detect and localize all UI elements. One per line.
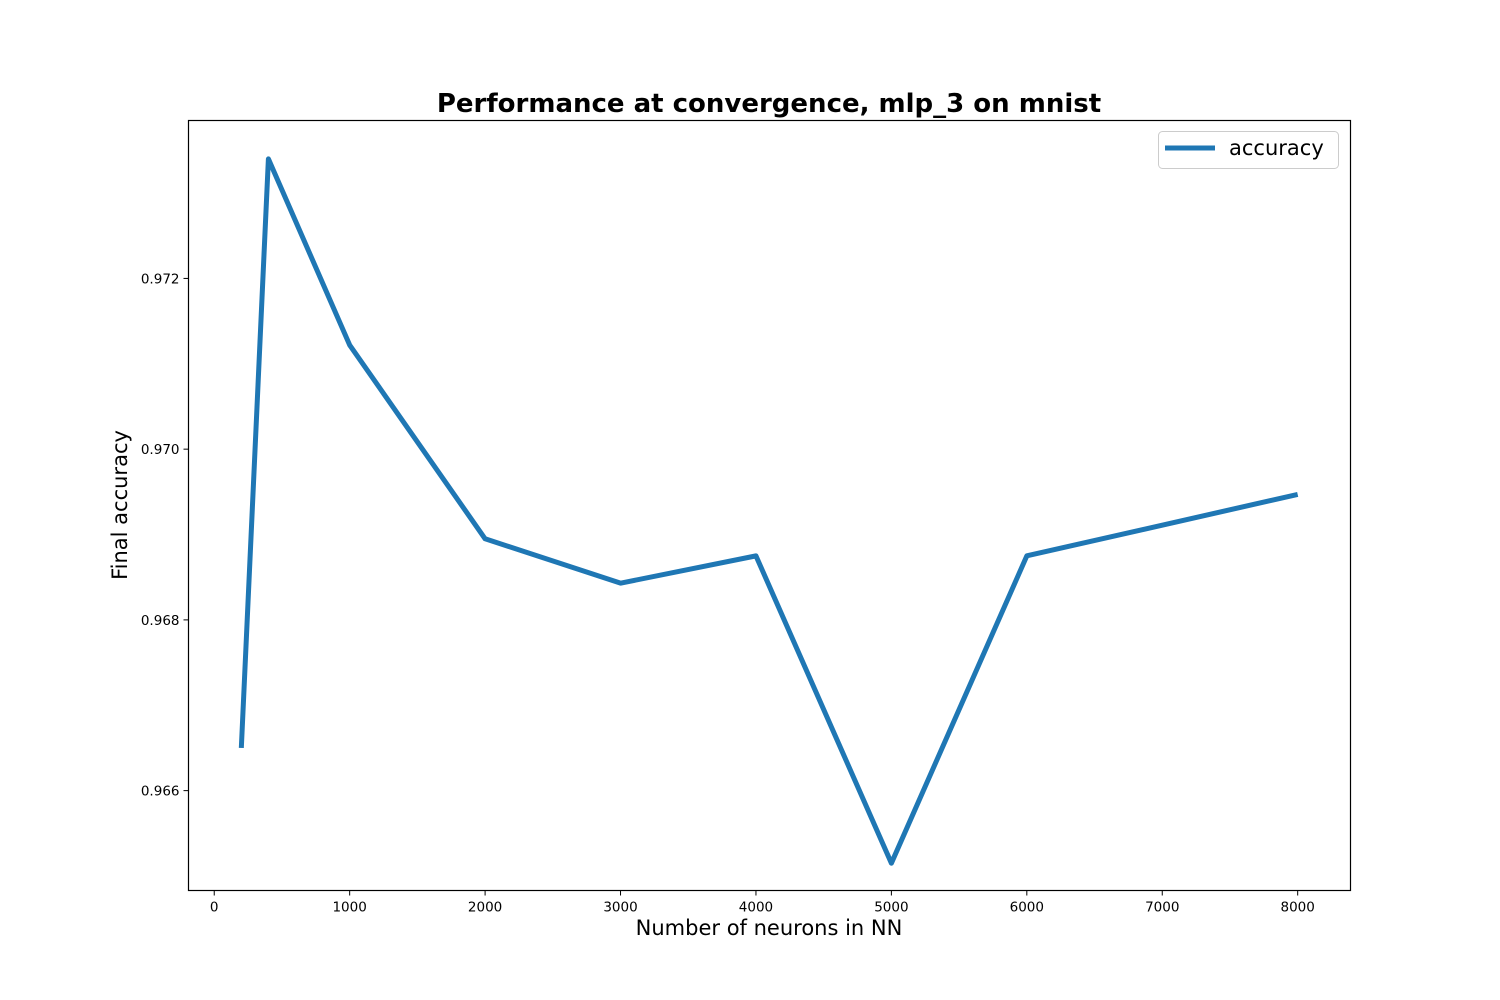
data-point-3000	[618, 581, 623, 586]
data-point-400	[266, 156, 271, 161]
x-tick-label: 4000	[739, 900, 773, 916]
data-point-8000	[1295, 492, 1300, 497]
data-point-4000	[753, 553, 758, 558]
plot-area	[238, 156, 1300, 866]
data-point-200	[239, 745, 244, 750]
y-tick-label: 0.972	[141, 271, 180, 287]
legend: accuracy	[1158, 131, 1339, 169]
chart-title: Performance at convergence, mlp_3 on mni…	[437, 89, 1101, 119]
data-point-5000	[889, 861, 894, 866]
legend-label-accuracy: accuracy	[1229, 136, 1324, 160]
x-tick-label: 7000	[1145, 900, 1179, 916]
y-tick-label: 0.968	[141, 613, 180, 629]
data-point-6000	[1024, 553, 1029, 558]
data-point-2000	[483, 536, 488, 541]
series-line-accuracy	[238, 156, 1299, 866]
x-tick-label: 2000	[468, 900, 502, 916]
y-axis-label: Final accuracy	[108, 430, 132, 580]
x-tick-label: 5000	[874, 900, 908, 916]
y-tick-label: 0.970	[141, 442, 180, 458]
data-point-1000	[347, 343, 352, 348]
x-tick-label: 1000	[332, 900, 366, 916]
x-axis-ticks: 0 1000 2000 3000 4000 5000 6000 7000 8000	[210, 890, 1315, 916]
x-tick-label: 3000	[603, 900, 637, 916]
y-axis-ticks: 0.966 0.968 0.970 0.972	[141, 271, 189, 800]
x-tick-label: 0	[210, 900, 219, 916]
plot-frame	[187, 119, 1352, 892]
x-tick-label: 6000	[1010, 900, 1044, 916]
legend-box	[1158, 131, 1339, 169]
x-axis-label: Number of neurons in NN	[636, 916, 903, 940]
x-tick-label: 8000	[1281, 900, 1315, 916]
y-tick-label: 0.966	[141, 784, 180, 800]
